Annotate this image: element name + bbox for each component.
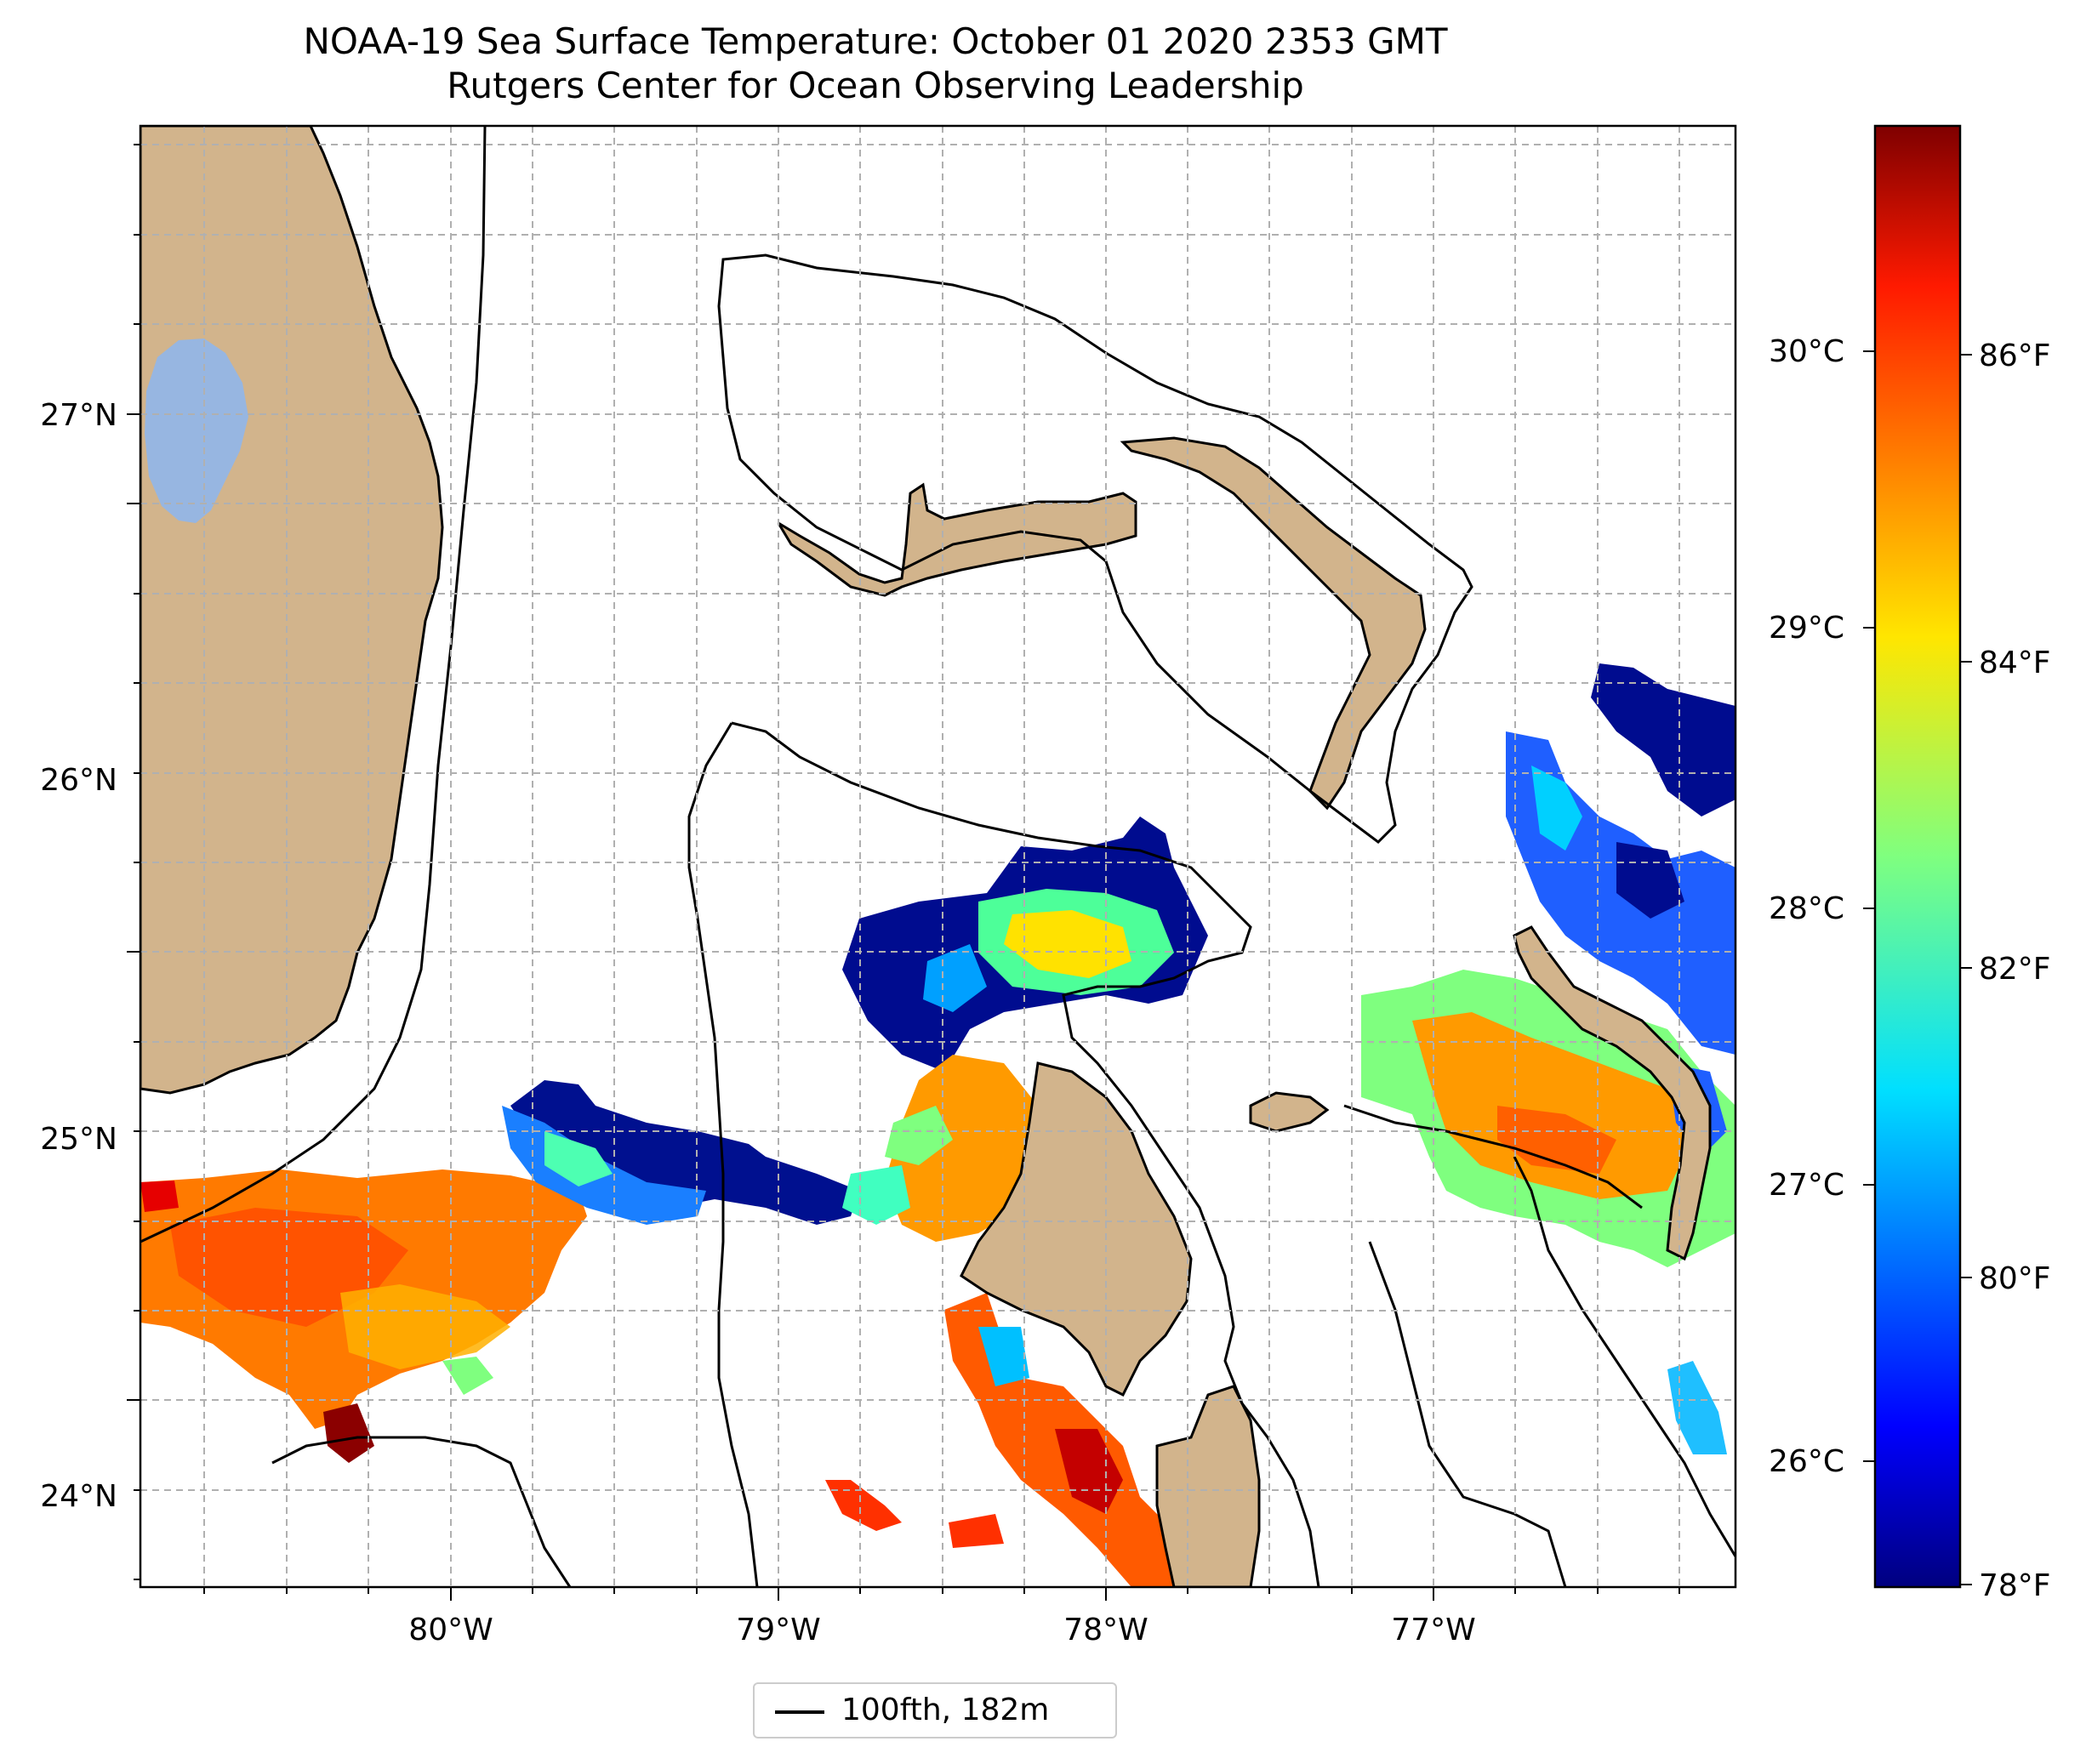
isobath-100fth [140, 126, 1735, 1587]
map-title: NOAA-19 Sea Surface Temperature: October… [303, 20, 1448, 62]
sst-patch-east-north [1591, 663, 1735, 817]
lake-okeechobee [145, 339, 248, 523]
colorbar-fahrenheit-label: 84°F [1979, 646, 2051, 680]
colorbar-fahrenheit-label: 82°F [1979, 952, 2051, 987]
lat-tick-label: 25°N [40, 1122, 117, 1157]
lon-tick-label: 77°W [1391, 1613, 1475, 1647]
legend-label: 100fth, 182m [841, 1693, 1050, 1727]
lat-tick-label: 27°N [40, 398, 117, 433]
land-andros-south [1155, 1385, 1261, 1587]
map-frame [139, 124, 1737, 1589]
colorbar-fahrenheit-label: 86°F [1979, 339, 2051, 373]
colorbar-fahrenheit-label: 80°F [1979, 1261, 2051, 1296]
colorbar-fahrenheit-label: 78°F [1979, 1568, 2051, 1603]
legend-line-icon [775, 1710, 824, 1714]
colorbar-celsius-label: 28°C [1769, 891, 1844, 926]
land-abaco [1120, 436, 1427, 811]
lon-tick-label: 79°W [736, 1613, 820, 1647]
map-subtitle: Rutgers Center for Ocean Observing Leade… [447, 65, 1304, 106]
colorbar-celsius-label: 27°C [1769, 1168, 1844, 1203]
colorbar-celsius-label: 30°C [1769, 334, 1844, 369]
colorbar [1873, 124, 1962, 1589]
map-area [140, 126, 1735, 1587]
lon-tick-label: 78°W [1063, 1613, 1148, 1647]
lon-tick-label: 80°W [408, 1613, 493, 1647]
lat-tick-label: 26°N [40, 763, 117, 798]
land-eleuthera [1513, 925, 1712, 1261]
colorbar-celsius-label: 29°C [1769, 611, 1844, 646]
sst-patch-channel-cold [510, 1080, 859, 1225]
colorbar-celsius-label: 26°C [1769, 1444, 1844, 1479]
lat-tick-label: 24°N [40, 1479, 117, 1514]
legend: 100fth, 182m [753, 1682, 1117, 1738]
lat-tick-marks [127, 144, 140, 1580]
colorbar-ticks [1863, 350, 1972, 1585]
lon-tick-marks [203, 1587, 1680, 1601]
land-andros [960, 1061, 1193, 1397]
land-layer [140, 126, 1712, 1587]
gridlines [140, 126, 1735, 1587]
